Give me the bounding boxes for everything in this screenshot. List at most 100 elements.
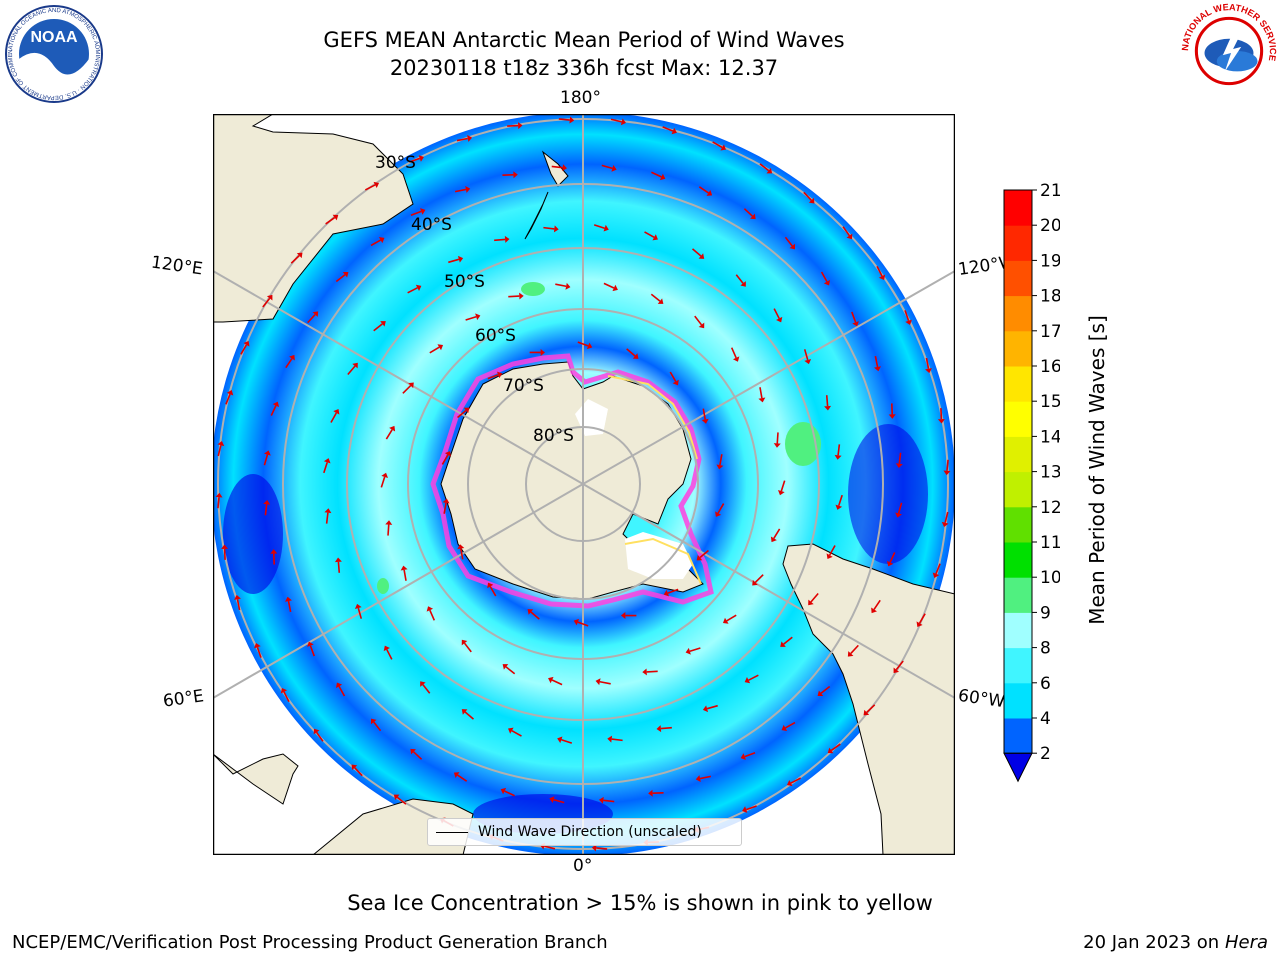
wave-arrow-shaft — [691, 248, 702, 257]
wave-arrow-shaft — [726, 614, 737, 622]
map-frame — [213, 114, 955, 855]
wave-arrow-head — [702, 705, 709, 713]
wave-arrow-head — [744, 677, 751, 684]
wave-arrow-shaft — [842, 226, 851, 237]
colorbar: 2 4 6 8 9 10 11 12 13 14 15 16 17 18 19 20 21 — [1003, 181, 1060, 783]
wave-arrow-shaft — [660, 726, 672, 730]
wave-arrow-shaft — [699, 549, 709, 559]
wave-arrow-head — [336, 682, 343, 689]
wave-arrow-head — [500, 787, 507, 795]
wave-arrow-shaft — [897, 502, 903, 514]
wave-arrow-shaft — [783, 636, 793, 645]
wave-arrow-shaft — [217, 497, 220, 509]
wave-arrow-head — [226, 390, 234, 396]
colorbar-segment — [1004, 190, 1032, 226]
colorbar-segment — [1004, 471, 1032, 508]
wave-arrow-head — [852, 321, 859, 327]
wave-arrow-shaft — [577, 341, 589, 347]
wave-arrow-head — [835, 504, 843, 510]
new-zealand-land — [524, 150, 569, 240]
wave-arrow-shaft — [626, 348, 636, 357]
wave-arrow-shaft — [790, 777, 802, 784]
wave-arrow-shaft — [338, 685, 346, 697]
wave-arrow-shaft — [429, 346, 440, 354]
colorbar-tick-label: 13 — [1040, 463, 1060, 483]
wave-arrow-shaft — [784, 721, 796, 729]
wave-arrow-shaft — [601, 164, 613, 170]
wave-arrow-head — [598, 796, 604, 804]
wave-arrow-head — [591, 844, 597, 852]
wave-arrow-head — [766, 167, 773, 174]
wave-arrow-head — [817, 690, 824, 697]
title-line-1: GEFS MEAN Antarctic Mean Period of Wind … — [323, 28, 845, 52]
wave-arrow-shaft — [456, 137, 468, 142]
footer-branch: NCEP/EMC/Verification Post Processing Pr… — [12, 932, 608, 953]
wave-arrow-head — [886, 560, 894, 567]
wave-arrow-shaft — [935, 563, 941, 575]
wave-arrow-head — [925, 368, 932, 374]
wave-arrow-head — [863, 709, 870, 716]
wave-arrow-shaft — [610, 118, 622, 123]
wave-arrow-shaft — [925, 357, 930, 369]
wave-arrow-head — [389, 425, 396, 432]
wave-arrow-head — [871, 607, 877, 614]
wave-arrow-head — [217, 440, 225, 447]
wave-arrow-head — [750, 213, 756, 220]
wave-arrow-head — [442, 498, 450, 504]
wave-arrow-shaft — [240, 344, 248, 355]
wave-arrow-shaft — [323, 462, 328, 474]
wave-arrow-head — [307, 641, 314, 647]
wave-arrow-head — [461, 639, 468, 646]
wave-arrow-shaft — [347, 365, 356, 376]
wave-arrow-shaft — [561, 739, 573, 744]
colorbar-tick-label: 8 — [1040, 639, 1051, 659]
wave-arrow-shaft — [773, 308, 780, 319]
wave-arrow-head — [758, 397, 766, 403]
title-line-2: 20230118 t18z 336h fcst Max: 12.37 — [389, 56, 779, 80]
lat-label-40s: 40°S — [411, 215, 452, 235]
wave-arrow-shaft — [851, 311, 857, 323]
wave-arrow-shaft — [743, 208, 754, 217]
wave-arrow-shaft — [307, 313, 316, 324]
wave-arrow-shaft — [596, 847, 608, 850]
colorbar-tick-label: 4 — [1040, 709, 1051, 729]
wave-arrow-shaft — [702, 408, 706, 420]
deep-blue-region — [848, 424, 928, 564]
lon-label-60w: 60°W — [956, 685, 1007, 713]
wave-arrow-shaft — [699, 775, 712, 780]
wave-arrow-head — [611, 165, 617, 172]
wave-arrow-head — [463, 407, 470, 414]
lon-label-60e: 60°E — [161, 686, 206, 712]
wave-arrow-shaft — [555, 283, 567, 288]
footer-machine: Hera — [1224, 932, 1268, 953]
wave-arrow-head — [504, 235, 510, 243]
lon-label-120e: 120°E — [149, 252, 204, 280]
colorbar-segment — [1004, 225, 1032, 261]
wave-arrow-head — [383, 645, 390, 652]
colorbar-segment — [1004, 260, 1032, 297]
wave-arrow-head — [553, 225, 559, 233]
colorbar-tick-label: 20 — [1040, 216, 1060, 236]
wave-arrow-head — [496, 371, 503, 379]
colorbar-label: Mean Period of Wind Waves [s] — [1085, 315, 1109, 625]
lon-label-0: 0° — [573, 856, 593, 876]
wave-arrow-head — [426, 606, 434, 612]
wave-arrow-head — [548, 676, 554, 684]
wave-arrow-head — [467, 135, 473, 142]
lat-label-50s: 50°S — [444, 272, 485, 292]
wave-arrow-head — [698, 322, 705, 329]
wave-arrow-head — [354, 603, 362, 610]
sea-ice-note: Sea Ice Concentration > 15% is shown in … — [347, 891, 933, 915]
wave-arrow-head — [263, 499, 271, 505]
wave-arrow-head — [657, 298, 664, 304]
wave-arrow-head — [502, 664, 509, 670]
colorbar-segment — [1004, 401, 1032, 437]
wave-arrow-head — [770, 536, 777, 543]
wave-arrow-shaft — [551, 679, 563, 686]
sea-ice-edge-yellow — [624, 537, 702, 585]
wave-arrow-head — [540, 348, 546, 356]
wave-arrow-head — [612, 284, 618, 292]
wave-arrow-shaft — [489, 586, 497, 597]
wave-arrow-shaft — [403, 569, 407, 581]
wave-arrow-shaft — [745, 805, 757, 811]
